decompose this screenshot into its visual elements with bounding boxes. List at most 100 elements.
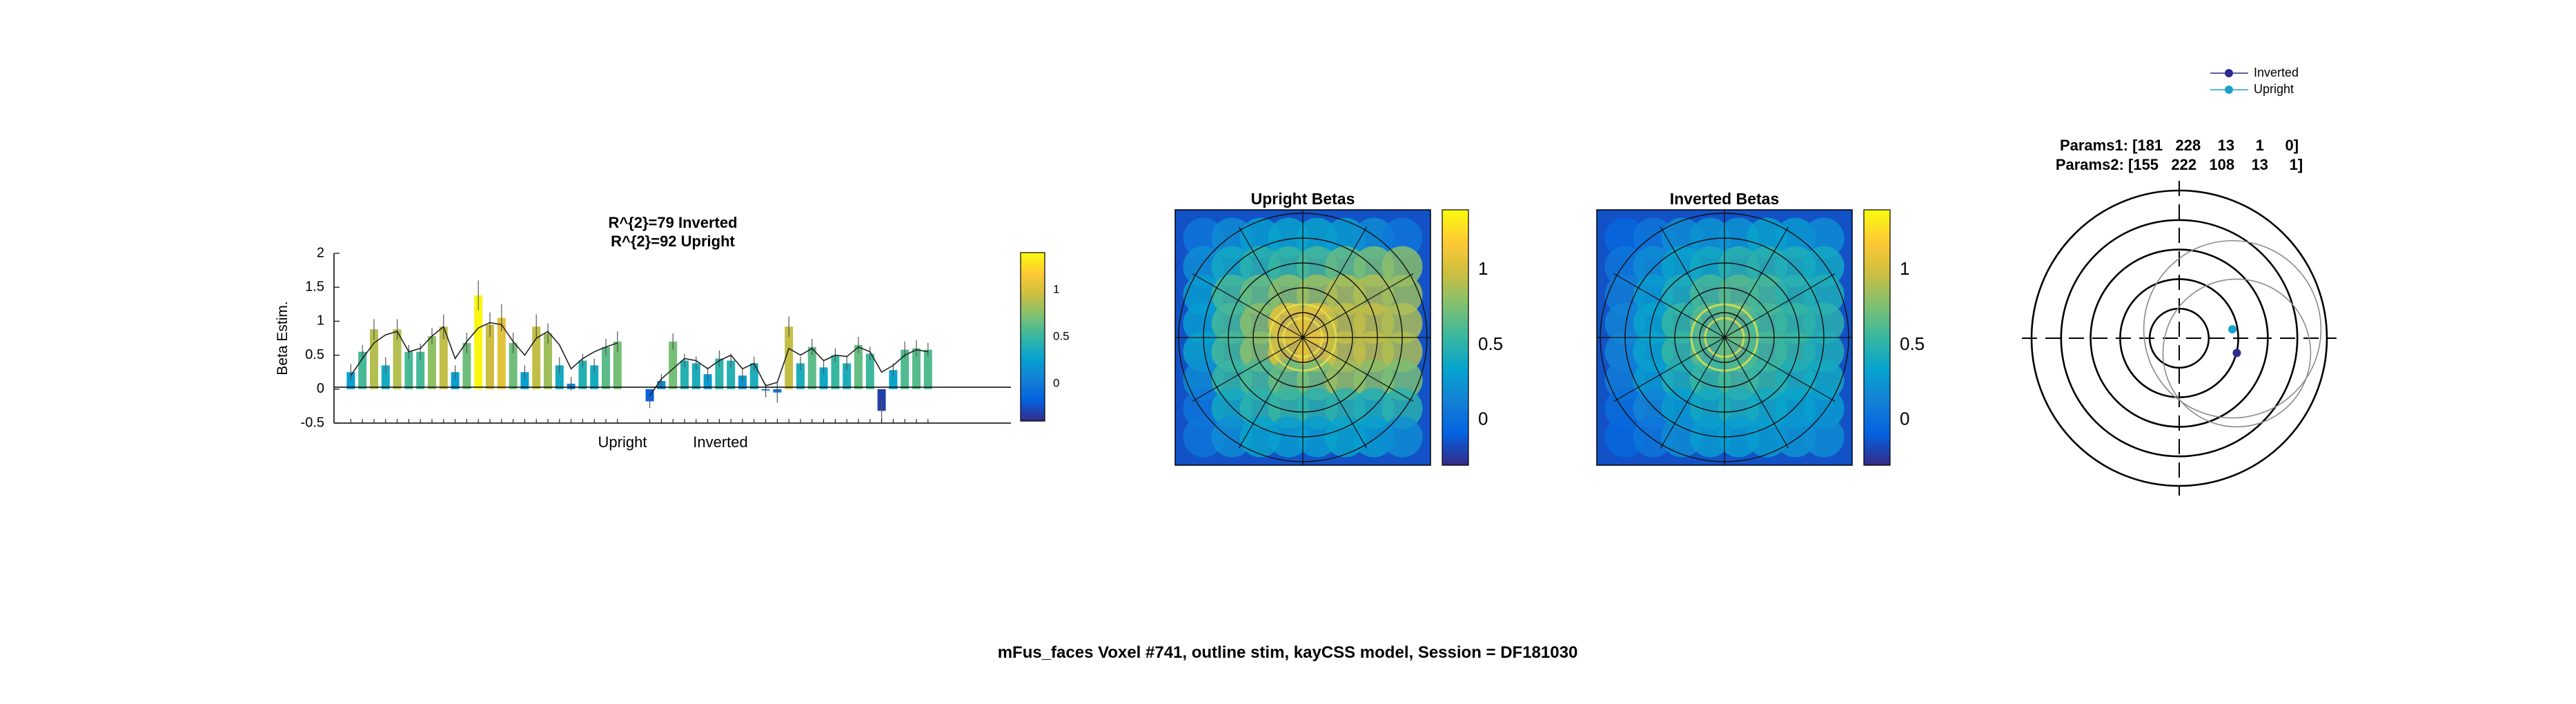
up-colorbar-segment [1442,270,1468,275]
eccentricity-ring [2060,219,2299,458]
up-colorbar-segment [1442,267,1468,271]
bar-colorbar-segment [1021,398,1045,402]
inv-colorbar-segment [1864,315,1890,319]
bar-colorbar-segment [1021,340,1045,343]
inv-colorbar-segment [1864,331,1890,335]
bar-colorbar-segment [1021,309,1045,312]
inv-colorbar-segment [1864,280,1890,284]
up-receptive-field [1353,416,1395,458]
fit-line-inverted [649,346,928,397]
bar-colorbar-segment [1021,286,1045,290]
up-receptive-field [1353,246,1395,287]
bar-upright [486,324,494,389]
inv-receptive-field [1718,246,1760,287]
bar-colorbar-segment [1021,266,1045,270]
bar-inverted [889,370,898,389]
inv-receptive-field [1604,360,1646,401]
inv-receptive-field [1775,360,1816,401]
inv-colorbar-segment [1864,433,1890,437]
inv-colorbar-segment [1864,283,1890,287]
prf-size-circle-inverted [2162,278,2312,428]
inv-colorbar-segment [1864,391,1890,395]
inv-receptive-field [1775,274,1816,315]
inv-colorbar-segment [1864,318,1890,322]
up-colorbar-segment [1442,232,1468,236]
inv-receptive-field [1803,360,1845,401]
bar-colorbar-segment [1021,407,1045,411]
upright-betas-cells [1183,217,1423,458]
upright-betas-title: Upright Betas [1251,190,1355,208]
up-colorbar-segment [1442,293,1468,297]
colorbar-tick: 0 [1053,376,1059,389]
bar-inverted [703,374,712,389]
up-colorbar-segment [1442,305,1468,309]
bar-chart-colorbar [1020,252,1045,422]
bar-chart-title-line-1: R^{2}=79 Inverted [608,214,737,231]
up-colorbar-segment [1442,286,1468,291]
bar-colorbar-segment [1021,261,1045,264]
bar-colorbar-segment [1021,317,1045,321]
up-colorbar-segment [1442,344,1468,348]
inverted-betas-frame [1596,209,1853,466]
up-receptive-field [1382,416,1423,458]
bar-colorbar-segment [1021,325,1045,329]
up-receptive-field [1183,246,1224,287]
inv-receptive-field [1803,302,1845,344]
inv-colorbar-segment [1864,216,1890,220]
inv-receptive-field [1775,416,1816,458]
inv-receptive-field [1803,246,1845,287]
bar-colorbar-segment [1021,359,1045,363]
bar-inverted [923,349,932,389]
legend-box [2205,63,2334,99]
bar-colorbar-segment [1021,303,1045,306]
inv-receptive-field [1718,388,1760,429]
up-colorbar-segment [1442,321,1468,326]
bar-upright [602,346,610,389]
up-receptive-field [1353,388,1395,429]
up-receptive-field [1325,246,1366,287]
up-colorbar-segment [1442,251,1468,255]
up-receptive-field [1325,416,1366,458]
group-label-inverted: Inverted [693,433,748,451]
up-colorbar-segment [1442,248,1468,252]
bar-chart-ytick-label: 0.5 [305,347,324,362]
inv-colorbar-segment [1864,449,1890,453]
inv-receptive-field [1803,217,1845,259]
bar-colorbar-segment [1021,393,1045,396]
bar-colorbar-segment [1021,306,1045,309]
bar-colorbar-segment [1021,283,1045,287]
inv-receptive-field [1604,302,1646,344]
bar-inverted [727,360,736,389]
inv-colorbar-segment [1864,360,1890,364]
inv-receptive-field [1718,217,1760,259]
up-receptive-field [1353,360,1395,401]
bar-colorbar-segment [1021,331,1045,335]
up-colorbar-segment [1442,309,1468,313]
inv-receptive-field [1747,388,1788,429]
inv-colorbar-segment [1864,382,1890,386]
inv-colorbar-segment [1864,312,1890,316]
inv-receptive-field [1604,331,1646,373]
up-colorbar-segment [1442,324,1468,329]
bar-colorbar-segment [1021,415,1045,419]
up-colorbar-segment [1442,398,1468,402]
inv-receptive-field [1633,388,1674,429]
up-colorbar-segment [1442,391,1468,395]
inv-colorbar-segment [1864,302,1890,306]
inv-colorbar-segment [1864,446,1890,450]
inv-colorbar-segment [1864,244,1890,249]
up-receptive-field [1325,217,1366,259]
up-receptive-field [1382,217,1423,259]
bar-upright [381,365,390,389]
inv-colorbar-segment [1864,226,1890,230]
up-colorbar-segment [1442,458,1468,462]
bar-colorbar-segment [1021,300,1045,304]
inv-colorbar-segment [1864,420,1890,424]
inv-receptive-field [1661,388,1702,429]
bar-colorbar-frame [1020,252,1045,422]
up-colorbar-segment [1442,315,1468,319]
up-receptive-field [1211,302,1252,344]
up-receptive-field [1325,388,1366,429]
inv-colorbar-segment [1864,289,1890,293]
